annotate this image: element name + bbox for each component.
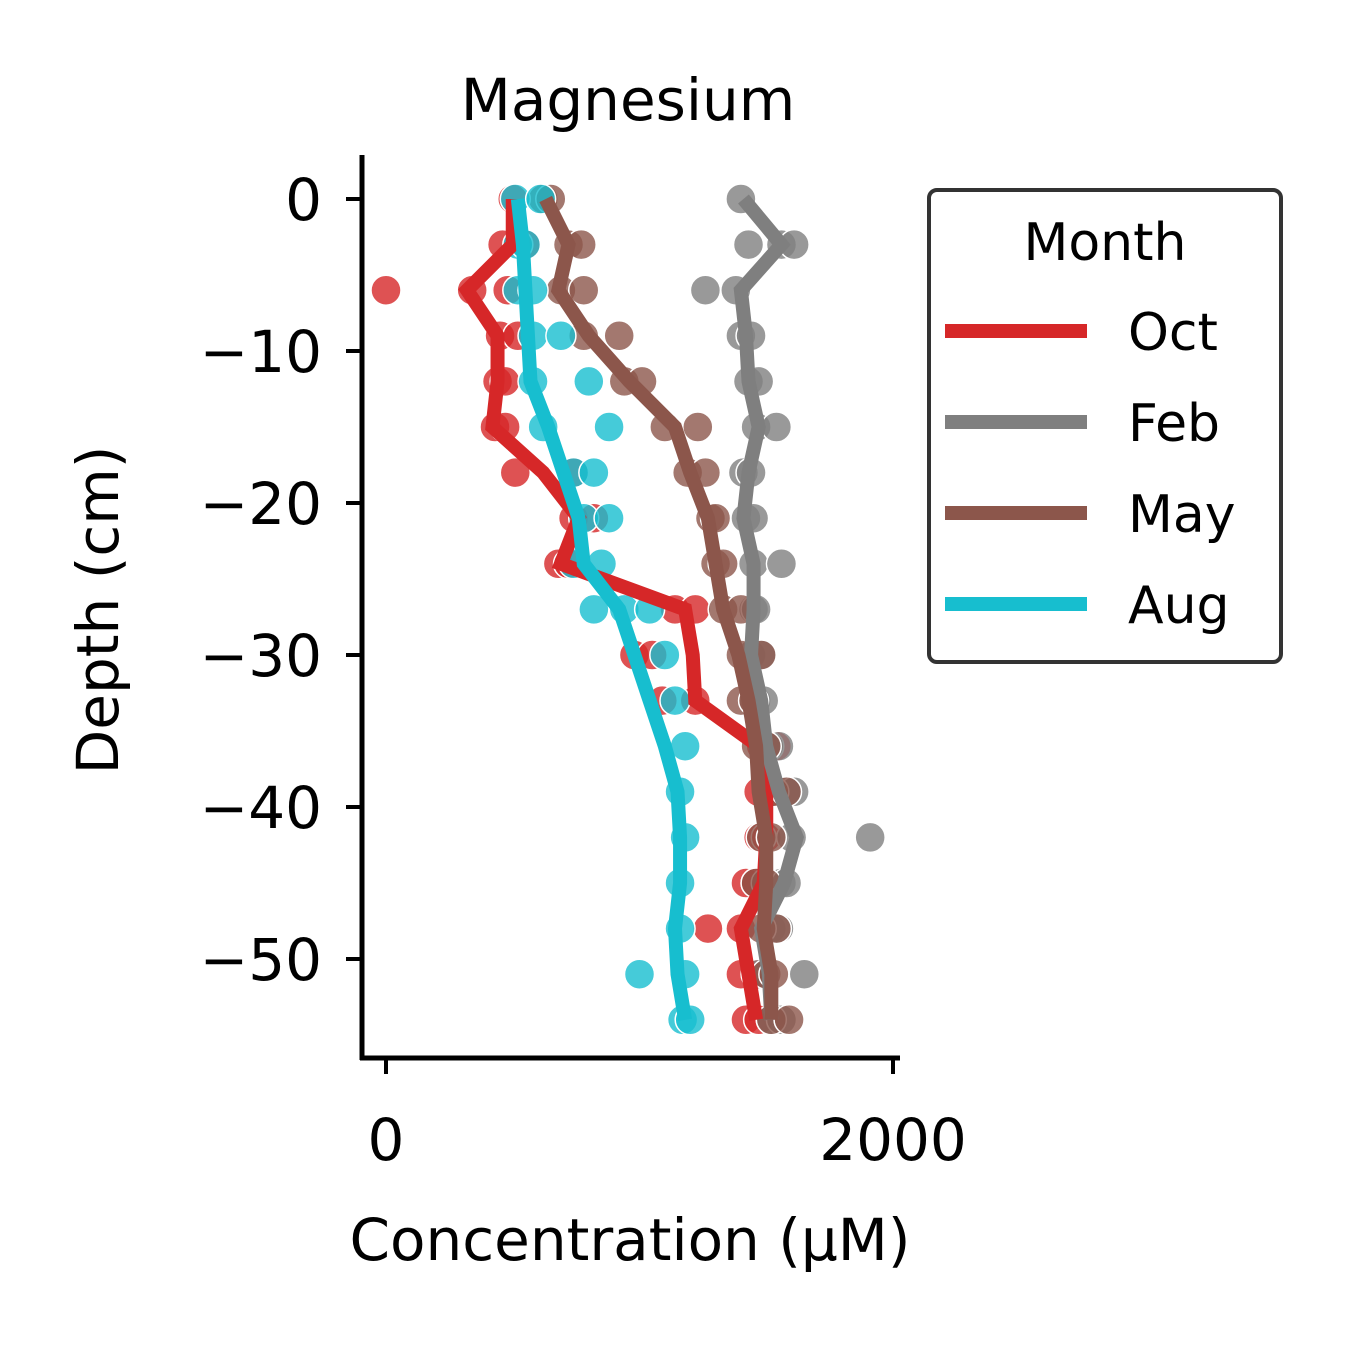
data-point-aug bbox=[578, 456, 610, 489]
y-tick-label: −10 bbox=[200, 318, 322, 386]
axes: 0 2000 0 −10 −20 −30 −40 −50 bbox=[200, 166, 967, 1174]
data-point-aug bbox=[545, 320, 577, 352]
data-point-oct bbox=[692, 912, 724, 945]
data-point-feb bbox=[760, 411, 793, 443]
data-point-aug bbox=[623, 958, 656, 990]
y-tick-label: −50 bbox=[200, 926, 322, 994]
x-tick-label: 2000 bbox=[819, 1106, 967, 1174]
plot-area bbox=[370, 183, 886, 1036]
data-point-aug bbox=[593, 502, 625, 534]
x-axis-label: Concentration (μM) bbox=[350, 1206, 911, 1274]
y-tick-label: −40 bbox=[200, 774, 322, 842]
y-tick-label: −30 bbox=[200, 622, 322, 690]
y-axis-label: Depth (cm) bbox=[64, 446, 132, 775]
data-point-may bbox=[773, 1004, 805, 1036]
data-point-aug bbox=[573, 365, 605, 398]
data-point-feb bbox=[732, 228, 765, 261]
series-line-aug bbox=[510, 198, 693, 1021]
data-point-oct bbox=[499, 456, 532, 489]
data-point-may bbox=[603, 320, 635, 352]
legend-frame bbox=[927, 188, 1283, 664]
chart-title: Magnesium bbox=[461, 66, 795, 134]
y-tick-label: 0 bbox=[285, 166, 322, 234]
data-point-aug bbox=[649, 639, 681, 671]
legend-label-aug: Aug bbox=[1128, 576, 1230, 636]
data-point-may bbox=[682, 411, 714, 443]
series-line-feb bbox=[733, 194, 805, 1021]
data-point-feb bbox=[765, 548, 798, 580]
y-tick-label: −20 bbox=[200, 470, 322, 538]
legend: Month Oct Feb May Aug bbox=[927, 188, 1283, 664]
x-tick-label: 0 bbox=[368, 1106, 405, 1174]
data-point-aug bbox=[659, 684, 691, 717]
legend-label-may: May bbox=[1128, 485, 1236, 545]
series-line-may bbox=[539, 195, 779, 1020]
data-point-feb bbox=[854, 821, 886, 854]
data-point-oct bbox=[370, 274, 402, 306]
legend-title: Month bbox=[1024, 213, 1187, 273]
data-point-aug bbox=[593, 411, 625, 443]
legend-label-feb: Feb bbox=[1128, 394, 1220, 454]
data-point-feb bbox=[689, 274, 722, 306]
legend-label-oct: Oct bbox=[1128, 303, 1218, 363]
data-point-may bbox=[567, 274, 600, 306]
data-point-feb bbox=[788, 958, 821, 990]
